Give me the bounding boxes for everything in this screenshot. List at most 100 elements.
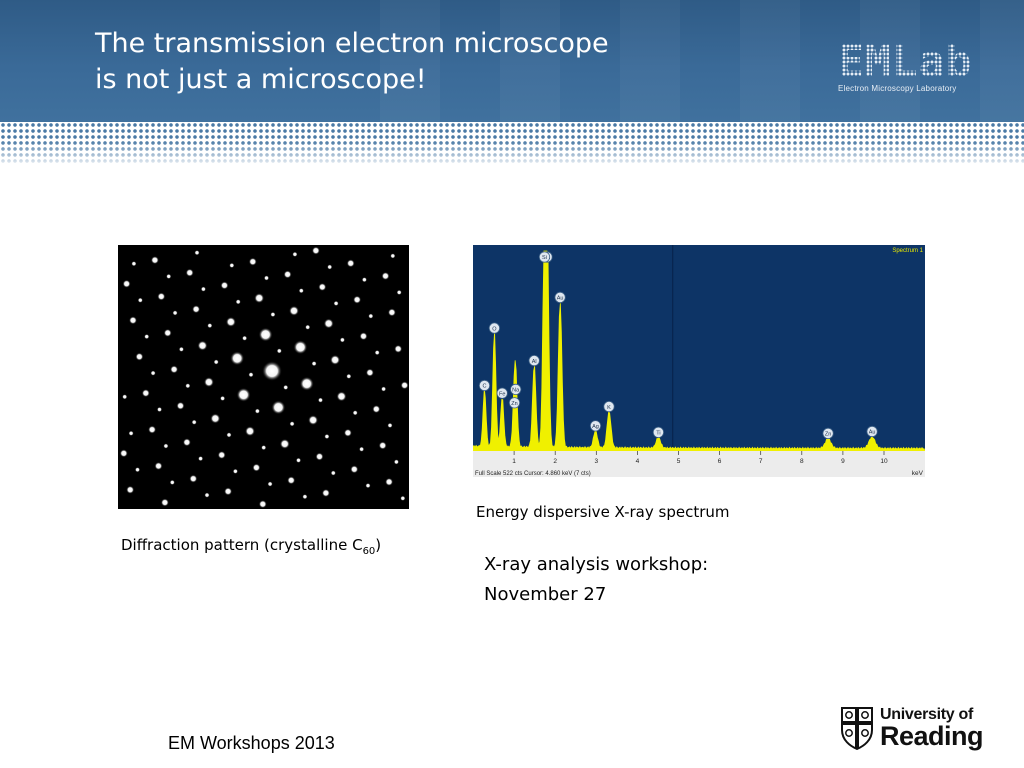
diffraction-spot <box>353 295 362 304</box>
diffraction-spot <box>311 361 317 367</box>
peak-label-badge <box>488 322 501 334</box>
diffraction-spot <box>213 359 219 365</box>
diffraction-spot <box>204 492 210 498</box>
diffraction-spot <box>126 485 135 494</box>
peak-label-text: Zn <box>825 432 831 438</box>
peak-label-text: Zn <box>511 401 517 407</box>
diffraction-spot <box>166 273 172 279</box>
diffraction-spot <box>346 373 352 379</box>
diffraction-spot <box>381 386 387 392</box>
diffraction-spot <box>137 297 143 303</box>
diffraction-spot <box>176 401 185 410</box>
diffraction-spot <box>245 426 255 437</box>
diffraction-spot <box>254 408 260 414</box>
title-line-1: The transmission electron microscope <box>95 28 609 59</box>
diffraction-spot <box>276 348 282 354</box>
diffraction-spot <box>224 487 233 496</box>
diffraction-spot <box>154 462 163 470</box>
diffraction-spot <box>343 428 352 437</box>
diffraction-spot <box>289 421 295 427</box>
university-line-2: Reading <box>880 721 984 751</box>
diffraction-spot <box>198 456 204 462</box>
diffraction-spot <box>267 481 273 487</box>
peak-label: Zn <box>508 397 521 409</box>
slide-title: The transmission electron microscope is … <box>95 26 715 98</box>
diffraction-spot <box>372 405 381 414</box>
diffraction-spot <box>122 279 131 288</box>
diffraction-spot <box>220 395 226 401</box>
peak-label: Ag <box>589 420 602 432</box>
diffraction-spot <box>330 354 341 365</box>
diffraction-spot <box>387 308 396 317</box>
diffraction-spot <box>197 340 208 351</box>
dot-pattern-band <box>0 122 1024 164</box>
spectrum-caption: Energy dispersive X-ray spectrum <box>476 503 730 521</box>
diffraction-spot <box>317 397 324 403</box>
diffraction-spot <box>156 406 163 413</box>
diffraction-spot <box>163 328 172 337</box>
peak-label-badge <box>496 387 508 399</box>
diffraction-spot <box>185 383 191 389</box>
edx-spectrum-plot: AuSiAuOAlNaCFeZnKAgTiZnAu12345678910keVF… <box>473 245 925 477</box>
diffraction-spot <box>361 277 367 283</box>
peak-label-text: Au <box>869 430 876 436</box>
diffraction-spot <box>339 337 345 343</box>
peak-label: Ti <box>652 426 664 438</box>
diffraction-spot <box>359 446 365 452</box>
peak-label: K <box>603 401 615 413</box>
diffraction-spot <box>182 438 191 447</box>
diffraction-spot <box>169 479 175 485</box>
diffraction-spot <box>327 264 333 270</box>
peak-label-text: Si <box>542 255 547 261</box>
diffraction-spot <box>141 389 150 398</box>
peak-label: Fe <box>496 387 508 399</box>
diffraction-spot <box>321 489 330 497</box>
diffraction-spot <box>236 387 251 402</box>
diffraction-spot <box>178 346 184 352</box>
diffraction-spot <box>207 323 213 329</box>
spectrum-tick-label: 8 <box>800 458 804 465</box>
peak-label-badge <box>652 426 664 438</box>
diffraction-spot <box>150 370 156 376</box>
diffraction-spot <box>298 288 304 294</box>
peak-label-text: Na <box>512 388 520 394</box>
university-logo: University of Reading <box>840 704 990 754</box>
peak-label-badge <box>554 291 566 304</box>
diffraction-spot <box>192 305 201 314</box>
diffraction-spot <box>148 425 157 434</box>
diffraction-spot <box>226 432 232 438</box>
peak-label: Zn <box>822 427 834 439</box>
peak-label-text: Ag <box>592 424 599 430</box>
diffraction-spot <box>229 262 235 268</box>
diffraction-spot <box>210 413 221 424</box>
peak-label-badge <box>538 251 551 263</box>
university-line-1: University of <box>880 706 974 723</box>
peak-label-text: Ti <box>656 431 660 437</box>
diffraction-spot <box>129 316 137 325</box>
peak-label-text: Al <box>532 359 537 365</box>
diffraction-caption: Diffraction pattern (crystalline C60) <box>121 536 381 557</box>
diffraction-spot <box>189 474 198 483</box>
diffraction-spot <box>279 438 290 449</box>
diffraction-spot <box>258 500 267 509</box>
footer-text: EM Workshops 2013 <box>168 733 335 753</box>
diffraction-spot <box>258 327 273 342</box>
spectrum-tick-label: 6 <box>718 458 722 465</box>
diffraction-spot <box>144 334 150 340</box>
diffraction-spot <box>311 246 320 255</box>
emlab-logo: EMLab Electron Microscopy Laboratory <box>838 40 978 93</box>
diffraction-spot <box>365 368 374 377</box>
diffraction-spot <box>292 251 298 257</box>
spectrum-tick-label: 4 <box>636 458 640 465</box>
diffraction-caption-subscript: 60 <box>362 546 376 557</box>
peak-label: Al <box>528 355 540 367</box>
diffraction-spot <box>128 430 134 436</box>
diffraction-spot <box>261 445 267 451</box>
diffraction-spot <box>131 261 137 267</box>
diffraction-spot <box>365 483 371 489</box>
diffraction-spot <box>220 281 229 290</box>
peak-label: Na <box>510 383 522 395</box>
diffraction-spot <box>252 463 261 472</box>
emlab-logo-word: EMLab <box>838 40 978 84</box>
diffraction-spot <box>287 476 296 485</box>
